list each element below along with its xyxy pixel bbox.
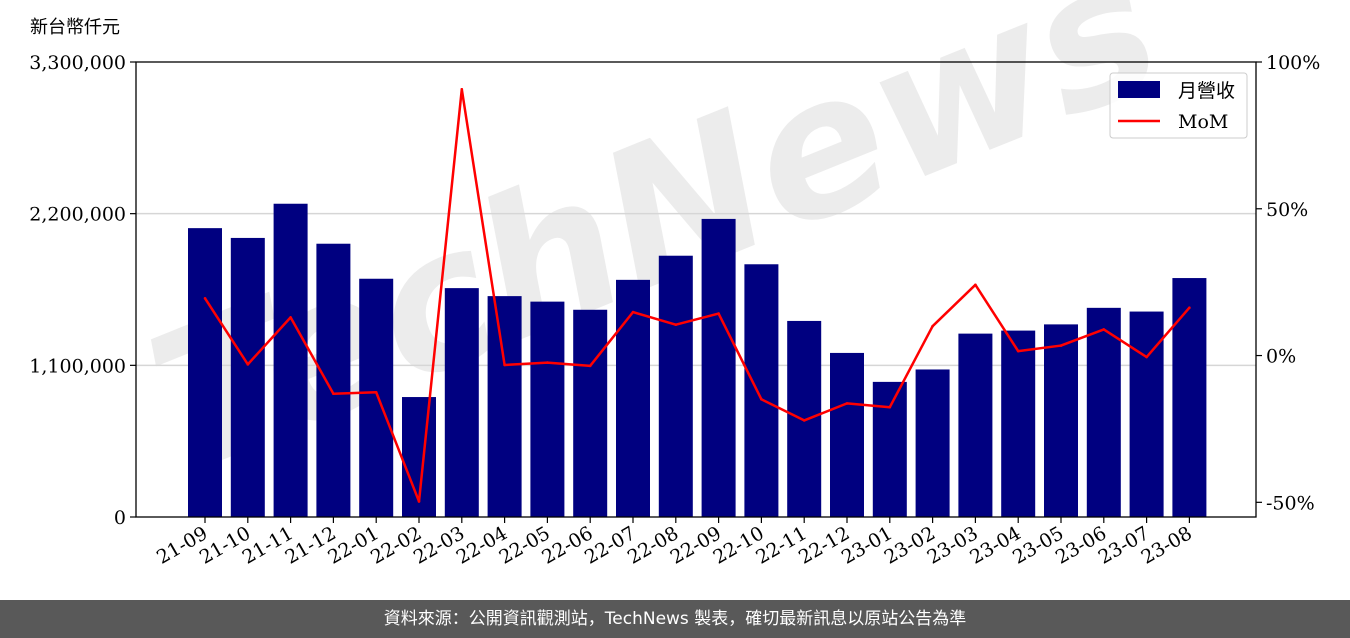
legend-label-revenue: 月營收 <box>1178 80 1235 102</box>
mom-point-23-03 <box>974 283 977 287</box>
yright-tick-label: 50% <box>1266 199 1308 221</box>
yleft-tick-label: 1,100,000 <box>29 355 126 377</box>
bar-21-09 <box>188 228 222 518</box>
mom-point-22-10 <box>760 397 763 401</box>
bar-23-01 <box>872 381 907 517</box>
bar-23-03 <box>958 333 993 517</box>
bar-22-09 <box>701 218 736 517</box>
mom-point-23-08 <box>1188 306 1191 310</box>
y-unit-label: 新台幣仟元 <box>30 17 120 38</box>
bar-21-12 <box>316 243 351 517</box>
bar-22-05 <box>530 301 565 517</box>
mom-point-22-11 <box>802 419 806 422</box>
yleft-tick-label: 2,200,000 <box>29 204 126 226</box>
mom-point-21-09 <box>203 297 207 300</box>
mom-point-22-12 <box>845 402 849 405</box>
mom-point-22-08 <box>674 323 678 327</box>
bar-23-08 <box>1172 278 1207 517</box>
mom-point-23-02 <box>931 324 934 328</box>
yright-tick-label: -50% <box>1266 492 1315 514</box>
revenue-chart: TechNews01,100,0002,200,0003,300,000-50%… <box>29 0 1320 569</box>
mom-line <box>203 88 1191 503</box>
plot-frame <box>135 61 1257 518</box>
bar-21-11 <box>273 203 308 518</box>
yleft-tick-label: 0 <box>114 507 126 529</box>
mom-point-22-03 <box>460 88 464 91</box>
yleft-tick-label: 3,300,000 <box>29 52 126 74</box>
bar-22-06 <box>573 309 608 517</box>
x-tick-label: 23-08 <box>1137 522 1195 568</box>
legend-swatch-bar <box>1118 81 1160 98</box>
mom-point-23-04 <box>1016 349 1020 353</box>
bar-21-10 <box>230 237 265 517</box>
mom-point-23-07 <box>1145 355 1148 359</box>
bar-22-12 <box>830 352 864 517</box>
mom-point-23-06 <box>1102 328 1106 331</box>
bar-22-03 <box>444 288 479 517</box>
bar-22-07 <box>616 279 650 517</box>
mom-point-22-04 <box>503 363 506 367</box>
bar-23-05 <box>1044 324 1078 517</box>
mom-point-22-07 <box>631 310 635 314</box>
mom-point-21-10 <box>246 363 250 366</box>
bar-23-04 <box>1001 330 1036 517</box>
bar-22-08 <box>658 255 693 517</box>
yright-tick-label: 100% <box>1266 52 1320 74</box>
mom-point-23-05 <box>1059 344 1063 347</box>
mom-point-22-06 <box>588 364 592 368</box>
mom-point-22-01 <box>374 390 378 394</box>
bar-22-11 <box>787 320 822 517</box>
mom-point-23-01 <box>888 405 892 409</box>
bar-23-02 <box>915 369 950 517</box>
bar-22-04 <box>487 296 522 517</box>
mom-point-22-02 <box>417 500 421 503</box>
bar-22-10 <box>744 264 779 517</box>
bar-23-06 <box>1086 307 1121 517</box>
mom-point-22-09 <box>717 312 720 315</box>
bar-22-01 <box>359 278 394 517</box>
mom-point-21-11 <box>289 316 292 319</box>
mom-point-21-12 <box>332 392 335 396</box>
legend-label-mom: MoM <box>1178 111 1228 133</box>
mom-point-22-05 <box>546 361 549 364</box>
source-footer: 資料來源：公開資訊觀測站，TechNews 製表，確切最新訊息以原站公告為準 <box>0 600 1350 638</box>
yright-tick-label: 0% <box>1266 346 1296 368</box>
